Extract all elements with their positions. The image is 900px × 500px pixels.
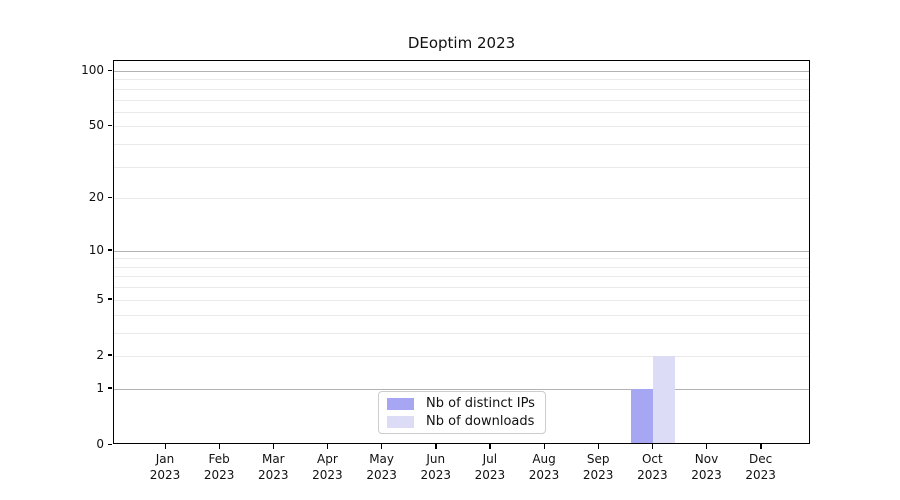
x-axis-tick [489,444,491,449]
x-tick-label: Aug 2023 [528,452,560,482]
x-axis-tick [543,444,545,449]
minor-gridline [114,299,809,301]
bar-nb-of-downloads [653,355,676,444]
x-tick-label: Mar 2023 [258,452,289,482]
x-axis-tick [651,444,654,449]
bar-nb-of-distinct-ips [631,388,654,444]
x-tick-label: Apr 2023 [312,452,343,482]
minor-gridline [114,258,809,260]
plot-area [113,60,810,444]
x-axis-tick [435,444,437,449]
distinct-ips-swatch-icon [387,397,414,410]
y-axis-tick [108,354,112,356]
minor-gridline [114,287,809,289]
minor-gridline [114,166,809,168]
x-tick-label: Oct 2023 [637,452,668,482]
y-axis-tick [108,298,112,300]
x-axis-tick [706,444,708,449]
minor-gridline [114,126,809,128]
minor-gridline [114,99,809,101]
x-axis-tick [164,444,166,449]
minor-gridline [114,266,809,268]
x-tick-label: Sep 2023 [582,452,614,482]
minor-gridline [114,144,809,146]
x-axis-tick [597,444,600,449]
x-tick-label: May 2023 [366,452,397,482]
y-tick-label: 5 [96,291,104,306]
y-tick-label: 50 [88,118,104,133]
y-axis-tick [108,443,112,445]
y-axis-tick [108,249,112,251]
minor-gridline [114,88,809,90]
y-axis-tick [108,69,112,71]
legend: Nb of distinct IPs Nb of downloads [378,391,546,434]
x-tick-label: Jul 2023 [474,452,506,482]
x-axis-tick [272,444,275,449]
major-gridline [114,250,809,252]
minor-gridline [114,111,809,113]
y-tick-label: 2 [96,347,104,362]
y-tick-label: 1 [96,380,104,395]
x-axis-tick [760,444,762,449]
minor-gridline [114,79,809,81]
major-gridline [114,388,809,390]
y-tick-label: 100 [81,63,104,77]
y-axis-tick [108,387,112,389]
x-tick-label: Nov 2023 [691,452,722,482]
y-axis-tick [108,124,112,127]
x-axis-tick [218,444,221,449]
legend-entry-downloads: Nb of downloads [387,414,545,429]
legend-entry-distinct-ips: Nb of distinct IPs [387,396,545,411]
downloads-swatch-icon [387,415,414,428]
minor-gridline [114,332,809,334]
x-tick-label: Jun 2023 [420,452,452,482]
minor-gridline [114,355,809,357]
x-tick-label: Jan 2023 [149,452,181,482]
y-tick-label: 20 [88,190,104,205]
legend-label: Nb of downloads [426,414,535,429]
x-axis-tick [326,444,329,449]
chart-title: DEoptim 2023 [407,34,516,52]
minor-gridline [114,276,809,278]
minor-gridline [114,198,809,200]
x-axis-tick [381,444,383,449]
y-tick-label: 0 [96,437,104,451]
x-tick-label: Dec 2023 [745,452,776,482]
x-tick-label: Feb 2023 [203,452,235,482]
y-axis-tick [108,196,112,199]
legend-label: Nb of distinct IPs [426,396,535,411]
major-gridline [114,71,809,72]
minor-gridline [114,314,809,316]
y-tick-label: 10 [88,242,104,257]
